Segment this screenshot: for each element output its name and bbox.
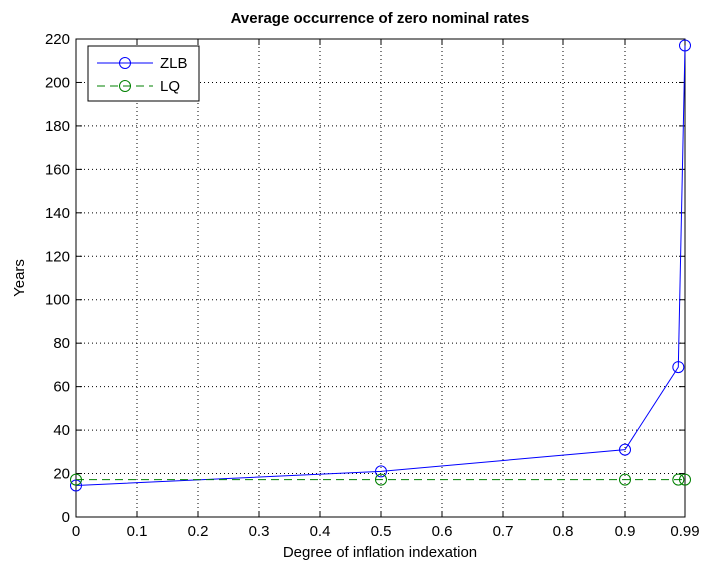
axis-ticks: 0 0.1 0.2 0.3 0.4 0.5 0.6 0.7 0.8 0.9 0.99 0 20 40 60 8… bbox=[45, 31, 700, 540]
data-point-zlb bbox=[679, 39, 691, 52]
legend-marker-lq bbox=[119, 80, 131, 92]
x-tick-label: 0.3 bbox=[249, 523, 270, 540]
x-tick-label: 0.8 bbox=[553, 523, 574, 540]
legend: ZLB LQ bbox=[87, 45, 200, 102]
x-tick-label: 0.4 bbox=[310, 523, 331, 540]
y-tick-label: 120 bbox=[45, 248, 70, 265]
y-tick-label: 140 bbox=[45, 205, 70, 222]
series bbox=[70, 39, 691, 492]
y-tick-label: 180 bbox=[45, 118, 70, 135]
legend-label-lq: LQ bbox=[160, 78, 180, 95]
y-tick-label: 60 bbox=[53, 379, 70, 396]
y-tick-label: 200 bbox=[45, 74, 70, 91]
legend-marker-zlb bbox=[119, 57, 131, 69]
legend-label-zlb: ZLB bbox=[160, 55, 188, 72]
y-tick-label: 160 bbox=[45, 161, 70, 178]
x-tick-label: 0 bbox=[72, 523, 80, 540]
legend-box bbox=[87, 45, 200, 102]
x-tick-label: 0.99 bbox=[670, 523, 699, 540]
x-tick-label: 0.5 bbox=[371, 523, 392, 540]
y-tick-label: 0 bbox=[62, 509, 70, 526]
plot-frame bbox=[75, 38, 686, 518]
y-axis-label: Years bbox=[11, 259, 28, 297]
data-point-lq bbox=[619, 473, 631, 486]
data-point-zlb bbox=[375, 465, 387, 478]
data-point-lq bbox=[672, 473, 685, 486]
y-tick-label: 220 bbox=[45, 31, 70, 48]
y-tick-label: 80 bbox=[53, 335, 70, 352]
data-point-lq bbox=[679, 473, 691, 486]
x-tick-label: 0.6 bbox=[432, 523, 453, 540]
grid bbox=[76, 39, 685, 517]
data-point-lq bbox=[70, 473, 82, 486]
data-point-lq bbox=[375, 473, 387, 486]
series-line-zlb bbox=[75, 45, 686, 486]
y-tick-label: 20 bbox=[53, 466, 70, 483]
y-tick-label: 100 bbox=[45, 292, 70, 309]
x-tick-label: 0.1 bbox=[127, 523, 148, 540]
x-tick-label: 0.9 bbox=[615, 523, 636, 540]
chart-title: Average occurrence of zero nominal rates bbox=[231, 10, 530, 27]
data-point-zlb bbox=[619, 443, 631, 456]
x-tick-label: 0.2 bbox=[188, 523, 209, 540]
x-axis-label: Degree of inflation indexation bbox=[283, 544, 477, 561]
data-point-zlb bbox=[672, 361, 685, 374]
x-tick-label: 0.7 bbox=[493, 523, 514, 540]
y-tick-label: 40 bbox=[53, 422, 70, 439]
